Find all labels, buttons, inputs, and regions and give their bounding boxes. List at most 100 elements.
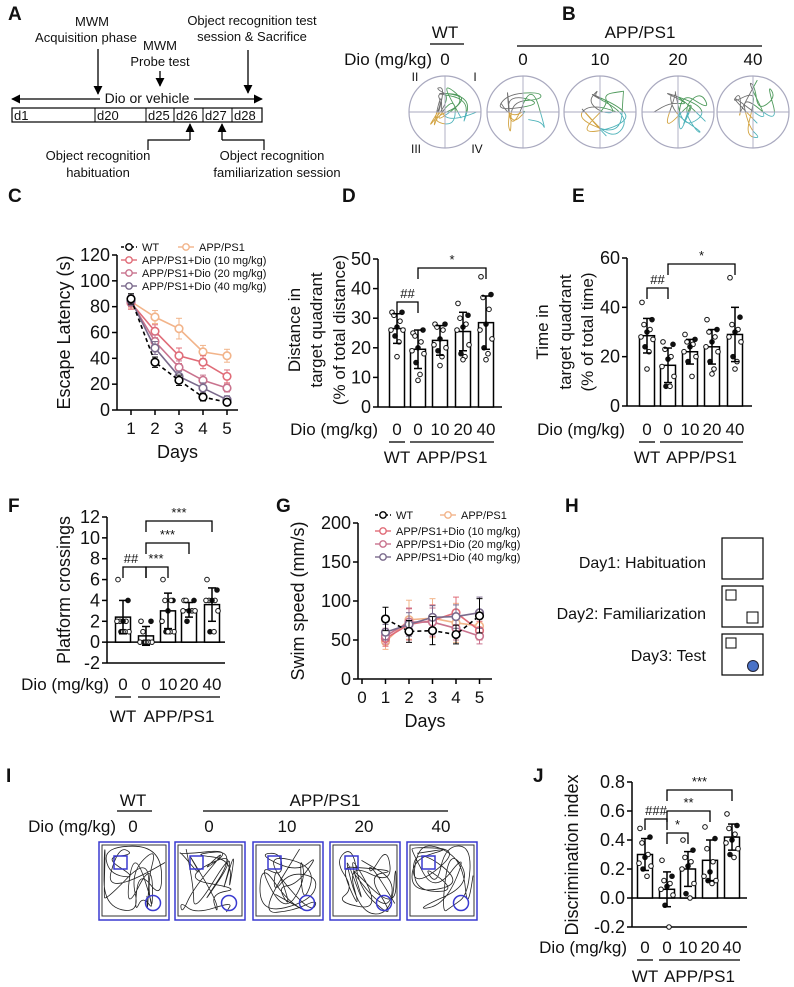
quadrant-label-iv: IV xyxy=(471,142,482,156)
design-day-label: Day1: Habituation xyxy=(579,555,706,572)
series-line xyxy=(130,298,228,404)
bar-group xyxy=(703,316,721,407)
water-maze-pool-trace xyxy=(408,75,482,149)
y-tick-label: 4 xyxy=(90,590,100,610)
category-label: 0 xyxy=(663,420,672,439)
bar-group xyxy=(409,327,427,408)
data-point xyxy=(457,315,463,322)
data-point xyxy=(715,348,721,355)
data-point xyxy=(638,334,644,340)
data-point xyxy=(150,312,160,322)
probe-label-line1: MWM xyxy=(143,38,177,53)
data-point xyxy=(704,845,710,852)
group-label: APP/PS1 xyxy=(417,448,488,467)
data-point xyxy=(168,597,174,604)
novel-object-circle xyxy=(452,894,470,912)
swim-path xyxy=(678,112,706,133)
data-point xyxy=(666,924,672,930)
data-point xyxy=(670,341,676,348)
y-axis-label: Swim speed (mm/s) xyxy=(288,521,308,680)
significance-bracket xyxy=(666,810,711,822)
y-tick-label: 30 xyxy=(351,308,371,328)
bar-group xyxy=(723,811,741,899)
legend-marker xyxy=(125,269,133,277)
legend-marker xyxy=(182,243,190,251)
arena-wall xyxy=(409,844,475,917)
test-label-line1: Object recognition test xyxy=(187,13,317,28)
group-label: WT xyxy=(634,448,660,467)
category-label: 20 xyxy=(703,420,722,439)
category-label: 20 xyxy=(454,420,473,439)
bar-group xyxy=(203,576,221,643)
data-point xyxy=(670,892,676,898)
data-point xyxy=(174,324,184,334)
y-tick-label: 40 xyxy=(90,348,110,368)
water-maze-pool-trace xyxy=(641,75,715,149)
bar-group xyxy=(681,331,699,407)
dose-axis-label: Dio (mg/kg) xyxy=(28,817,116,836)
water-maze-pool-trace xyxy=(716,75,790,149)
data-point xyxy=(455,300,461,307)
legend-label: WT xyxy=(396,510,413,522)
data-point xyxy=(669,873,675,880)
data-point xyxy=(727,274,733,281)
data-point xyxy=(489,336,495,342)
data-point xyxy=(443,345,449,351)
bar-group xyxy=(388,309,406,408)
data-point xyxy=(727,851,733,858)
data-point xyxy=(198,383,208,393)
data-point xyxy=(203,597,209,604)
data-point xyxy=(214,587,220,593)
data-point xyxy=(661,877,667,884)
data-point xyxy=(644,366,650,372)
x-tick-label: 4 xyxy=(451,688,460,707)
data-point xyxy=(691,880,697,887)
day-label: d28 xyxy=(234,108,256,123)
category-label: 10 xyxy=(431,420,450,439)
legend-label: APP/PS1+Dio (20 mg/kg) xyxy=(396,539,520,551)
arena-box xyxy=(721,537,764,580)
data-point xyxy=(174,362,184,372)
legend-marker xyxy=(125,243,133,251)
y-tick-label: 60 xyxy=(90,323,110,343)
y-tick-label: 10 xyxy=(351,367,371,387)
bar-group xyxy=(658,857,676,930)
data-point xyxy=(415,377,421,384)
data-point xyxy=(486,306,492,313)
data-point xyxy=(138,618,144,625)
data-point xyxy=(184,618,190,625)
data-point xyxy=(454,327,460,333)
panel-label-j: J xyxy=(533,766,544,787)
data-point xyxy=(165,628,171,635)
category-label: 0 xyxy=(392,420,401,439)
data-point xyxy=(667,383,673,390)
y-axis-label: (% of total time) xyxy=(578,272,597,391)
legend-label: APP/PS1 xyxy=(461,510,507,522)
panel-label-e: E xyxy=(572,186,585,207)
data-point xyxy=(477,327,483,333)
acquisition-label-line1: MWM xyxy=(75,14,109,29)
data-point xyxy=(680,837,686,843)
data-point xyxy=(192,608,198,614)
dose-label: 0 xyxy=(128,817,137,836)
data-point xyxy=(660,339,666,345)
y-tick-label: -0.2 xyxy=(594,917,625,937)
y-axis-label: Escape Latency (s) xyxy=(54,255,74,409)
data-point xyxy=(191,597,197,604)
data-point xyxy=(150,343,160,353)
y-axis-label: Time in xyxy=(533,304,552,359)
swim-path xyxy=(753,79,775,112)
data-point xyxy=(687,895,693,901)
significance-bracket xyxy=(145,520,213,532)
data-point xyxy=(644,873,650,880)
pool-outline xyxy=(563,75,637,149)
data-point xyxy=(679,866,685,872)
x-tick-label: 4 xyxy=(198,419,207,438)
day-label: d27 xyxy=(205,108,227,123)
open-field-trace xyxy=(252,841,324,921)
data-point xyxy=(198,357,208,367)
swim-path xyxy=(600,90,625,112)
